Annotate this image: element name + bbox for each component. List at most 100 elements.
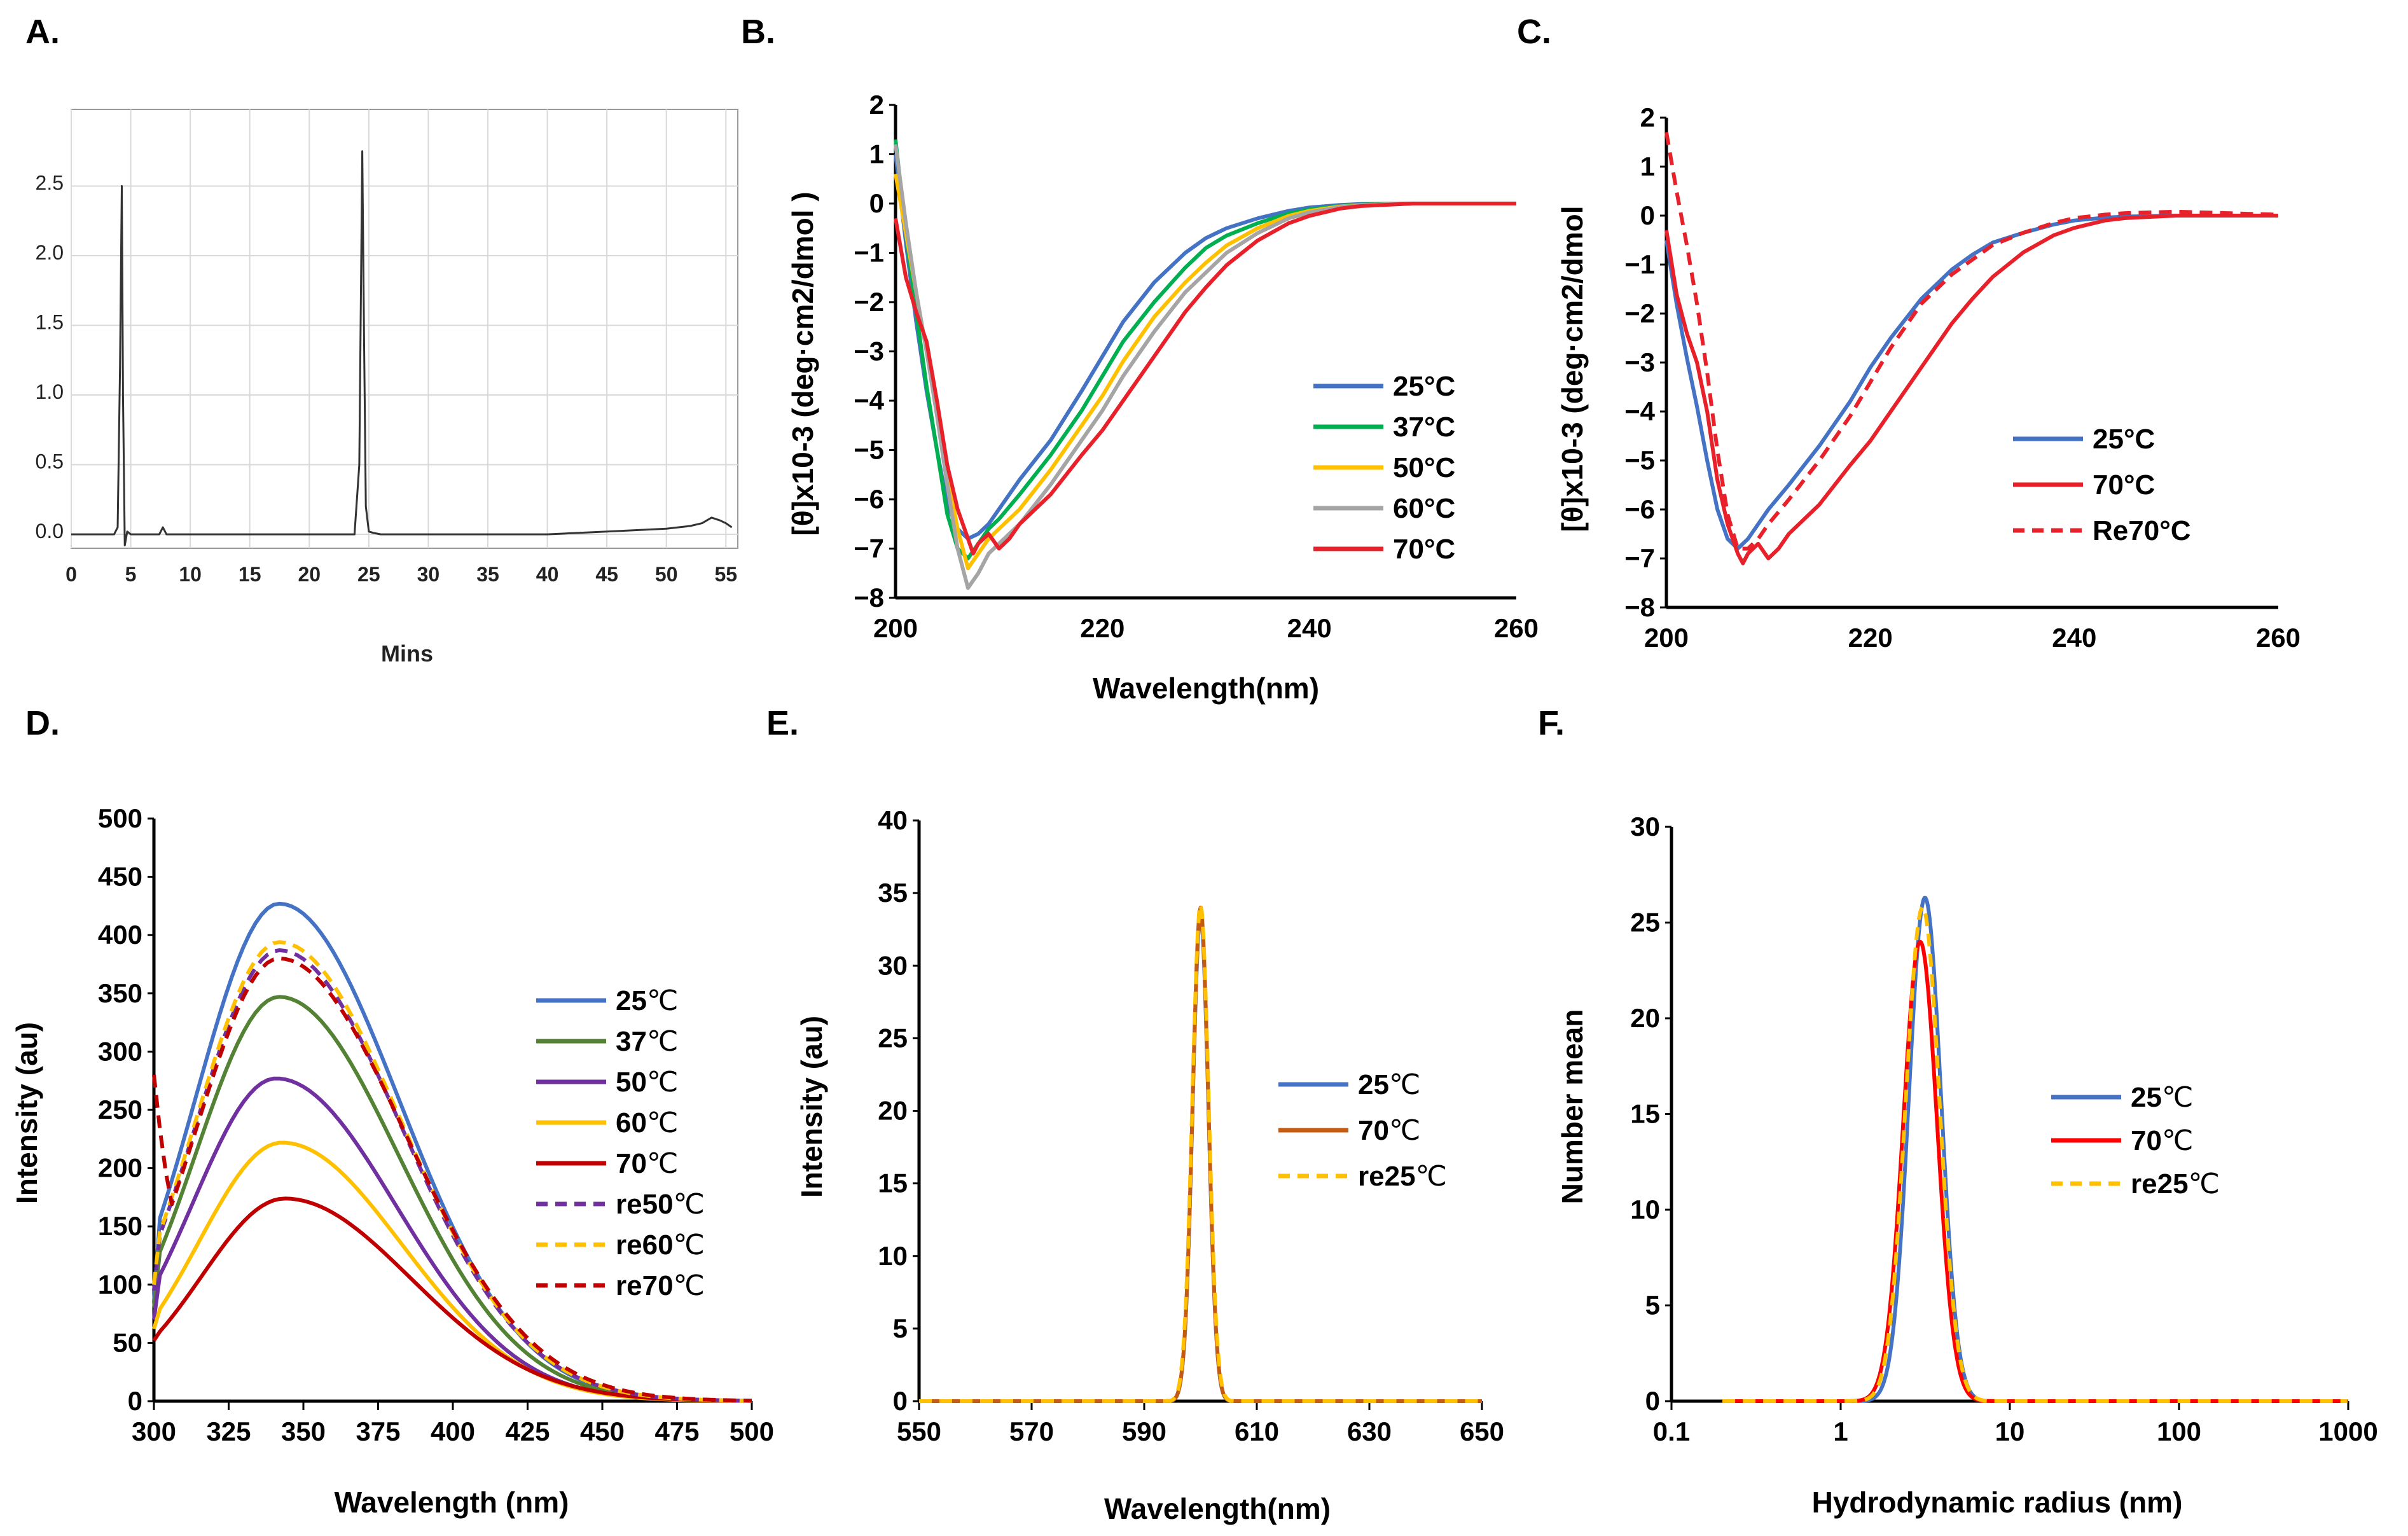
plot-a-ytick-label: 0.5	[36, 450, 64, 473]
plot-e-ytick-label: 40	[878, 805, 908, 835]
plot-a-xtick-label: 55	[714, 563, 737, 586]
plot-d-legend-label: 37℃	[616, 1026, 678, 1057]
plot-c-ytick-label: −7	[1624, 543, 1655, 573]
plot-d-legend-label: re60℃	[616, 1229, 705, 1261]
panel-d-ylabel: Intensity (au)	[10, 1022, 43, 1204]
plot-d-xtick-label: 325	[206, 1416, 251, 1446]
plot-c-ytick-label: −2	[1624, 298, 1655, 328]
plot-e-legend-label: re25℃	[1358, 1161, 1447, 1192]
panel-d: D. 0 50 100 150 200 250 300 350 400 450 500 300 325 3…	[10, 704, 774, 1519]
plot-b-ytick-label: −4	[854, 385, 885, 415]
plot-b-ytick-label: −5	[854, 435, 884, 465]
plot-a: 0 5 10 15 20 25 30 35 40 45 50 55 0.0 0.5 1.0 1.5 2.0 2.5	[36, 109, 738, 586]
panel-c-ylabel: [θ]x10-3 (deg·cm2/dmol	[1556, 205, 1589, 532]
plot-c-ytick-label: −5	[1624, 445, 1655, 475]
plot-e-series-line	[918, 903, 1483, 1403]
plot-d-ytick-label: 400	[98, 920, 142, 950]
plot-e-xtick-label: 610	[1235, 1416, 1279, 1446]
plot-a-xtick-label: 10	[179, 563, 202, 586]
plot-e-ytick-label: 35	[878, 878, 908, 908]
plot-c-xtick-label: 220	[1848, 623, 1893, 653]
plot-f-xtick-label: 1000	[2318, 1416, 2377, 1446]
plot-a-ytick-label: 1.5	[36, 311, 64, 334]
panel-c-letter: C.	[1517, 13, 1551, 51]
plot-d-xtick-label: 500	[730, 1416, 774, 1446]
panel-f-letter: F.	[1538, 704, 1565, 742]
plot-c-ytick-label: 1	[1640, 151, 1655, 181]
plot-f-ytick-label: 0	[1645, 1386, 1660, 1416]
plot-b-ytick-label: −6	[854, 484, 884, 514]
plot-d-ytick-label: 100	[98, 1270, 142, 1299]
plot-f-xtick-label: 10	[1995, 1416, 2025, 1446]
plot-c-series-line	[1664, 214, 2278, 551]
plot-f-ytick-label: 30	[1630, 812, 1660, 841]
panel-b-ylabel: [θ]x10-3 (deg·cm2/dmol )	[786, 191, 819, 536]
plot-c-ytick-label: −1	[1624, 249, 1655, 279]
panel-d-letter: D.	[25, 704, 60, 742]
panel-b-xlabel: Wavelength(nm)	[1093, 672, 1319, 705]
plot-f: 0 5 10 15 20 25 30 0.1 1 10 100 1000 25℃ 70℃ re25℃	[1630, 812, 2377, 1446]
plot-c-ytick-label: −8	[1624, 592, 1655, 622]
plot-e-xtick-label: 650	[1460, 1416, 1504, 1446]
plot-d-xtick-label: 400	[431, 1416, 475, 1446]
plot-b-ytick-label: −1	[854, 238, 884, 268]
plot-d-ytick-label: 0	[128, 1386, 142, 1416]
plot-d-ytick-label: 450	[98, 862, 142, 892]
plot-d-ytick-label: 350	[98, 978, 142, 1008]
plot-b-ytick-label: 1	[869, 139, 884, 169]
plot-d-ytick-label: 500	[98, 803, 142, 833]
plot-a-chromatogram-line	[71, 150, 733, 547]
plot-d-series-line	[152, 956, 752, 1403]
panel-e-ylabel: Intensity (au)	[795, 1016, 828, 1198]
plot-d-legend-label: 25℃	[616, 985, 678, 1016]
plot-a-xtick-label: 40	[536, 563, 559, 586]
plot-f-ytick-label: 20	[1630, 1003, 1660, 1033]
plot-d-ytick-label: 250	[98, 1095, 142, 1124]
plot-e-ytick-label: 30	[878, 950, 908, 980]
plot-a-xtick-label: 0	[66, 563, 77, 586]
panel-d-xlabel: Wavelength (nm)	[335, 1486, 569, 1519]
plot-b-ytick-label: −3	[854, 336, 884, 366]
plot-d-xtick-label: 425	[505, 1416, 550, 1446]
plot-f-ytick-label: 10	[1630, 1194, 1660, 1224]
plot-f-xtick-label: 0.1	[1653, 1416, 1690, 1446]
plot-b-series-line	[894, 202, 1516, 556]
plot-d-ytick-label: 300	[98, 1036, 142, 1066]
plot-c-ytick-label: −6	[1624, 494, 1655, 524]
plot-a-xtick-label: 15	[239, 563, 261, 586]
plot-a-ytick-label: 2.0	[36, 241, 64, 264]
plot-d-xtick-label: 350	[281, 1416, 326, 1446]
panel-b-letter: B.	[741, 13, 775, 51]
plot-e-legend-label: 70℃	[1358, 1115, 1420, 1146]
plot-c-ytick-label: 0	[1640, 200, 1655, 230]
plot-a-xtick-label: 35	[476, 563, 499, 586]
plot-c-ytick-label: −4	[1624, 396, 1656, 426]
plot-b-ytick-label: 0	[869, 188, 884, 218]
plot-b-legend-label: 50°C	[1393, 452, 1455, 483]
plot-c-xtick-label: 240	[2052, 623, 2096, 653]
plot-f-ytick-label: 5	[1645, 1290, 1660, 1320]
plot-b-series-line	[894, 144, 1516, 590]
plot-b-legend-label: 25°C	[1393, 371, 1455, 402]
plot-e-ytick-label: 5	[893, 1313, 908, 1343]
plot-f-legend-label: re25℃	[2131, 1168, 2220, 1200]
plot-d-ytick-label: 200	[98, 1153, 142, 1183]
plot-c-ytick-label: 2	[1640, 102, 1655, 132]
plot-d: 0 50 100 150 200 250 300 350 400 450 500 300 325 350 3…	[98, 803, 774, 1446]
panel-f-xlabel: Hydrodynamic radius (nm)	[1812, 1486, 2183, 1519]
plot-c-legend-label: 25°C	[2093, 424, 2155, 455]
plot-a-xtick-label: 5	[125, 563, 137, 586]
plot-c-legend-label: 70°C	[2093, 469, 2155, 501]
plot-d-xtick-label: 300	[132, 1416, 176, 1446]
plot-d-ytick-label: 150	[98, 1211, 142, 1241]
plot-e-xtick-label: 630	[1347, 1416, 1392, 1446]
plot-f-xtick-label: 1	[1833, 1416, 1848, 1446]
plot-f-ytick-label: 15	[1630, 1099, 1660, 1129]
plot-e-ytick-label: 0	[893, 1386, 908, 1416]
plot-a-ytick-label: 1.0	[36, 380, 64, 403]
plot-e-ytick-label: 15	[878, 1168, 908, 1198]
